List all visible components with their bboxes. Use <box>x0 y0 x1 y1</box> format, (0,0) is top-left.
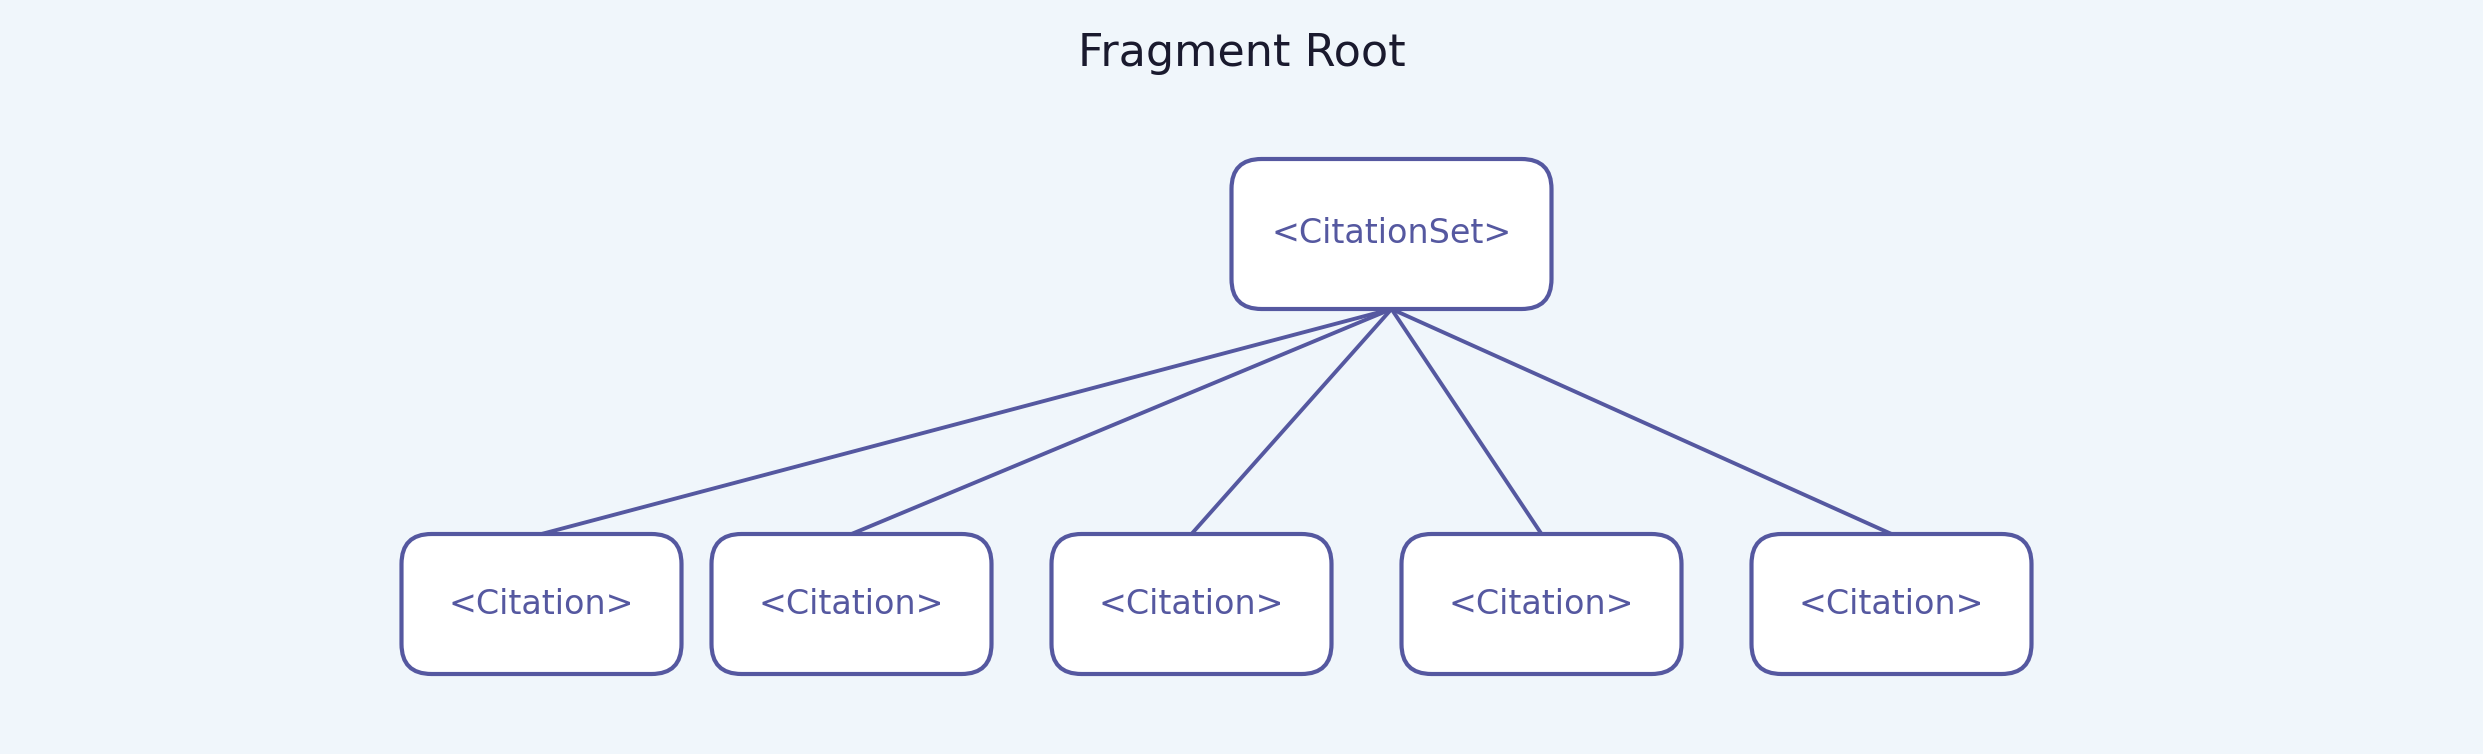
Text: <Citation>: <Citation> <box>449 587 633 621</box>
FancyBboxPatch shape <box>1050 534 1331 674</box>
FancyBboxPatch shape <box>713 534 991 674</box>
Text: <Citation>: <Citation> <box>760 587 944 621</box>
Text: <Citation>: <Citation> <box>1448 587 1634 621</box>
Text: <Citation>: <Citation> <box>1798 587 1984 621</box>
FancyBboxPatch shape <box>1751 534 2031 674</box>
FancyBboxPatch shape <box>1232 159 1552 309</box>
Text: Fragment Root: Fragment Root <box>1078 32 1405 75</box>
Text: <CitationSet>: <CitationSet> <box>1271 217 1512 250</box>
FancyBboxPatch shape <box>402 534 680 674</box>
Text: <Citation>: <Citation> <box>1100 587 1284 621</box>
FancyBboxPatch shape <box>1400 534 1681 674</box>
